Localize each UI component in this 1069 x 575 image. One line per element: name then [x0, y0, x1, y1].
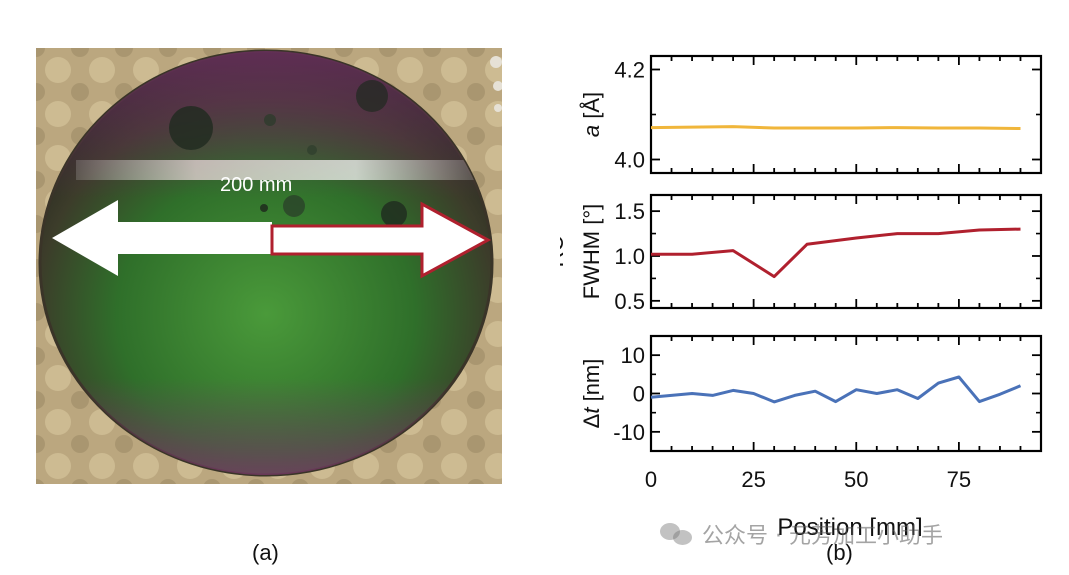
plot-frame-0	[649, 54, 1043, 175]
ytick-label-2-1: 0	[633, 382, 645, 407]
caption-a: (a)	[252, 540, 279, 565]
watermark-text: 公众号 · 元芳加工小助手	[702, 524, 943, 549]
ytick-label-0-0: 4.0	[614, 148, 645, 173]
arrow-left-white	[52, 200, 272, 276]
caption-b: (b)	[826, 540, 853, 565]
xtick-label-2: 50	[844, 467, 868, 492]
arrow-right-outlined	[270, 201, 492, 279]
wechat-icon	[660, 521, 694, 547]
plot-frame-1	[649, 193, 1043, 310]
ytick-label-1-1: 1.0	[614, 244, 645, 269]
plot-frame-2	[649, 334, 1043, 453]
series-line-0	[650, 125, 1021, 130]
ylabel-line1-1: RC	[560, 236, 568, 268]
ytick-label-1-2: 1.5	[614, 199, 645, 224]
ytick-label-1-0: 0.5	[614, 289, 645, 314]
profile-charts: 4.0 4.2 a [Å] 0.5 1.0 1.5 RC FWHM [°] -10 0 10 Δt […	[543, 48, 1060, 541]
ylabel-0: a [Å]	[579, 92, 604, 137]
ytick-label-2-0: -10	[613, 420, 645, 445]
ytick-label-0-1: 4.2	[614, 58, 645, 83]
ytick-label-2-2: 10	[621, 343, 645, 368]
ylabel-2: Δt [nm]	[579, 359, 604, 429]
series-line-2	[650, 375, 1022, 404]
xtick-label-0: 0	[645, 467, 657, 492]
series-line-1	[651, 227, 1021, 279]
wafer-photo: 200 mm	[36, 48, 503, 484]
xtick-label-3: 75	[947, 467, 971, 492]
xtick-label-1: 25	[741, 467, 765, 492]
watermark: 公众号 · 元芳加工小助手	[660, 518, 943, 550]
scale-label: 200 mm	[220, 174, 293, 196]
ylabel-line2-1: FWHM [°]	[579, 204, 604, 300]
